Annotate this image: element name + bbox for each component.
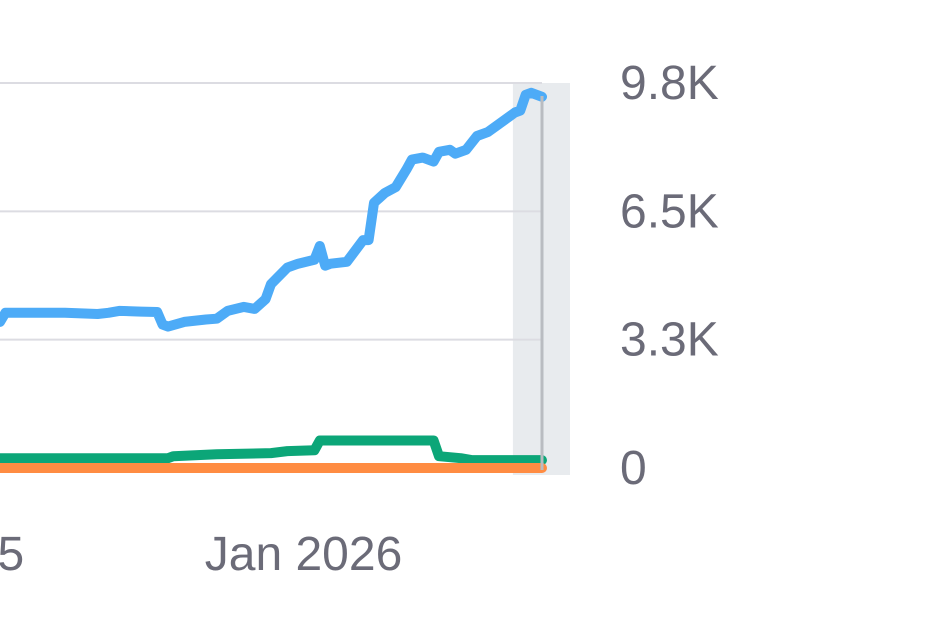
x-tick-label-1: Jan 2026 [205, 528, 403, 581]
series-layer [0, 87, 547, 473]
series-line-0 [0, 87, 547, 332]
x-tick-label-0: 5 [0, 528, 24, 581]
y-tick-label-1: 3.3K [620, 314, 719, 367]
grid-layer [0, 82, 542, 341]
y-tick-label-0: 0 [620, 442, 647, 495]
y-axis-ticks: 0 3.3K 6.5K 9.8K [620, 57, 719, 495]
series-line-1 [0, 435, 547, 466]
y-tick-label-3: 9.8K [620, 57, 719, 110]
x-axis-ticks: 5 Jan 2026 [0, 528, 402, 581]
y-tick-label-2: 6.5K [620, 185, 719, 238]
